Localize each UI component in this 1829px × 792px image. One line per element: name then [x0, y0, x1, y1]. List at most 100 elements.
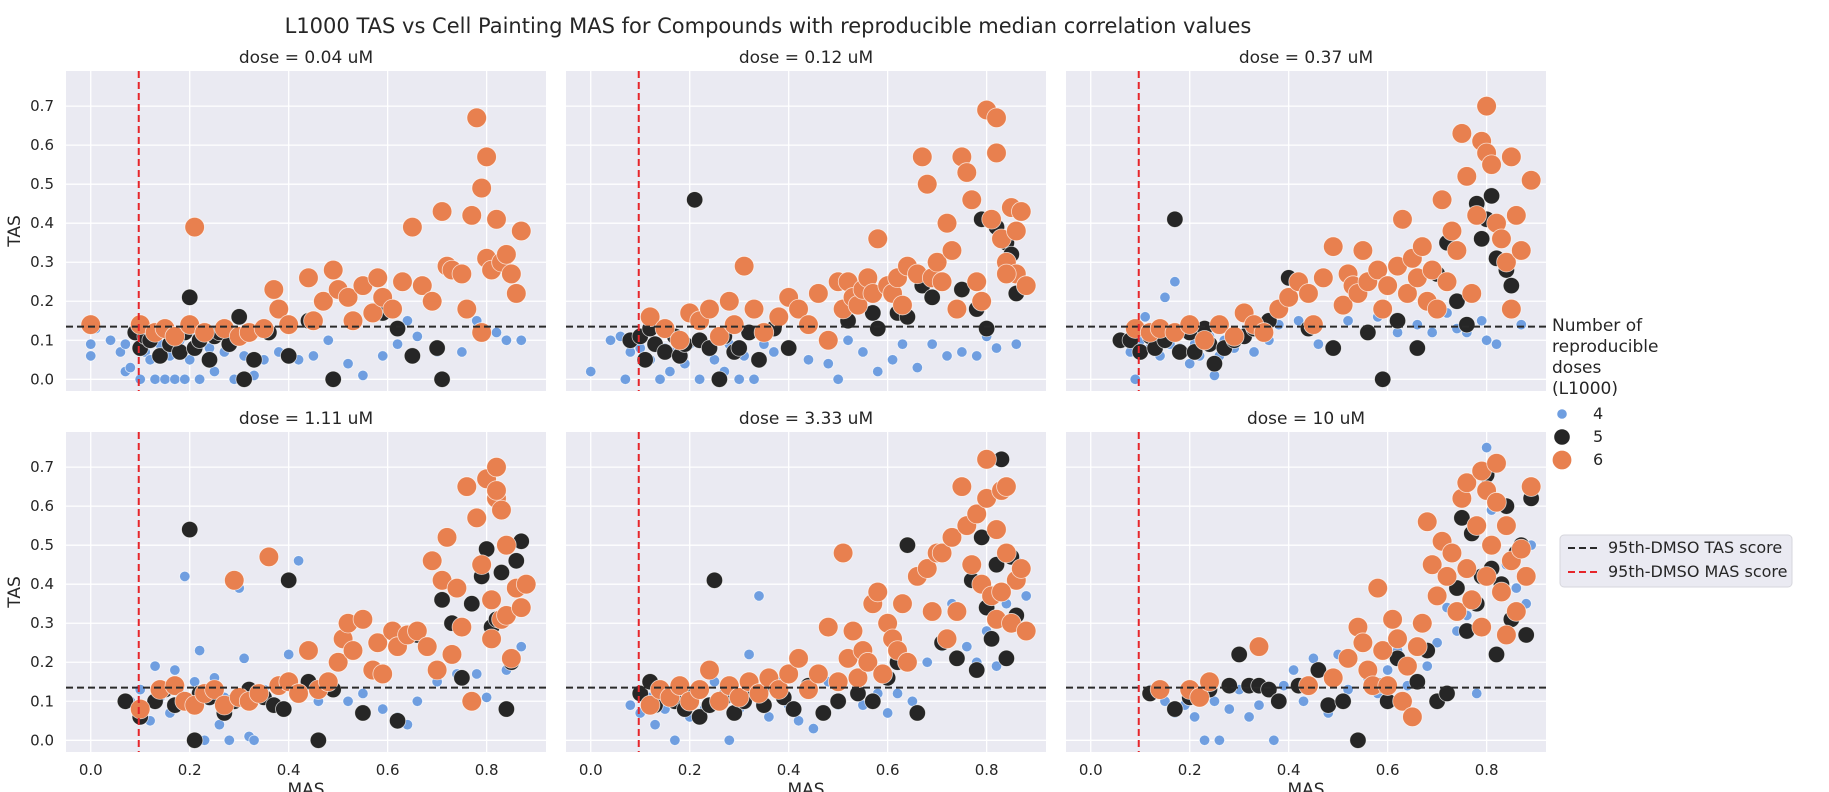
data-point-level-5: [1166, 700, 1184, 718]
points-layer: [624, 449, 1037, 746]
data-point-level-6: [1441, 542, 1463, 564]
data-point-level-6: [1298, 675, 1319, 696]
data-point-level-5: [1324, 339, 1342, 357]
data-point-level-4: [1139, 311, 1151, 323]
data-point-level-5: [497, 700, 516, 718]
data-point-level-6: [466, 507, 487, 529]
data-point-level-6: [956, 162, 978, 183]
data-point-level-6: [931, 271, 953, 292]
data-point-level-6: [917, 558, 938, 579]
data-point-level-6: [342, 640, 364, 661]
data-point-level-6: [1486, 453, 1507, 474]
data-point-level-4: [1169, 276, 1181, 288]
data-point-level-4: [377, 350, 389, 362]
data-point-level-6: [719, 291, 740, 312]
y-axis-label: TAS: [5, 576, 25, 609]
data-point-level-4: [515, 334, 527, 346]
data-point-level-4: [1515, 319, 1527, 331]
data-point-level-6: [501, 263, 522, 285]
data-point-level-5: [388, 319, 407, 338]
data-point-level-6: [481, 589, 502, 611]
data-point-level-6: [1511, 240, 1532, 261]
y-tick-label: 0.5: [30, 175, 54, 193]
data-point-level-5: [978, 319, 996, 338]
data-point-level-4: [802, 354, 815, 366]
data-point-level-6: [867, 228, 888, 250]
data-point-level-4: [1421, 660, 1433, 672]
data-point-level-6: [1179, 314, 1200, 335]
data-point-level-6: [1446, 240, 1468, 261]
data-point-level-6: [1372, 640, 1393, 661]
data-point-level-5: [151, 347, 169, 365]
data-point-level-6: [392, 271, 413, 292]
data-point-level-5: [433, 591, 451, 609]
data-point-level-6: [164, 326, 186, 347]
data-point-level-6: [733, 255, 755, 277]
data-point-level-5: [997, 649, 1016, 667]
data-point-level-6: [936, 212, 958, 234]
data-point-level-6: [867, 581, 888, 603]
data-point-level-5: [869, 319, 887, 338]
data-point-level-4: [307, 350, 320, 362]
data-point-level-6: [303, 310, 324, 331]
data-point-level-6: [1456, 472, 1478, 493]
data-point-level-6: [1471, 616, 1492, 638]
data-point-level-6: [709, 691, 730, 712]
legend-title-line: (L1000): [1552, 379, 1618, 399]
y-tick-label: 0.2: [30, 653, 54, 671]
data-point-level-5: [324, 370, 342, 388]
data-point-level-6: [709, 326, 730, 347]
data-point-level-6: [827, 671, 849, 692]
data-point-level-4: [85, 338, 97, 350]
data-point-level-6: [1248, 636, 1270, 657]
data-point-level-6: [798, 314, 819, 335]
data-point-level-6: [1402, 706, 1423, 728]
data-point-level-6: [1461, 589, 1482, 611]
x-tick-label: 0.6: [1376, 761, 1400, 779]
data-point-level-4: [194, 644, 206, 657]
data-point-level-4: [1213, 734, 1226, 746]
data-point-level-5: [710, 370, 729, 388]
y-tick-label: 0.0: [30, 731, 54, 749]
data-point-level-5: [1205, 355, 1224, 373]
data-point-level-5: [280, 571, 298, 589]
y-tick-label: 0.3: [30, 614, 54, 632]
data-point-level-4: [604, 334, 617, 346]
x-axis-label: MAS: [787, 780, 824, 792]
y-tick-label: 0.6: [30, 136, 54, 154]
data-point-level-5: [1374, 370, 1392, 388]
data-point-level-4: [1189, 711, 1201, 723]
data-point-level-4: [490, 326, 503, 339]
data-point-level-6: [1501, 146, 1522, 168]
data-point-level-4: [248, 734, 260, 746]
data-point-level-6: [1387, 628, 1408, 650]
legend-label-level: 6: [1593, 450, 1603, 469]
x-tick-label: 0.8: [1475, 761, 1499, 779]
data-point-level-4: [664, 365, 676, 378]
data-point-level-6: [337, 287, 359, 308]
data-point-level-5: [235, 370, 253, 388]
data-point-level-6: [451, 616, 473, 638]
data-point-level-6: [699, 298, 720, 320]
data-point-level-4: [891, 687, 904, 700]
data-point-level-6: [1436, 271, 1458, 292]
data-point-level-4: [971, 350, 983, 362]
data-point-level-4: [1223, 703, 1235, 715]
data-point-level-5: [686, 191, 704, 209]
data-point-level-4: [585, 365, 597, 378]
data-point-level-6: [1466, 515, 1487, 536]
data-point-level-6: [1011, 558, 1032, 579]
data-point-level-6: [491, 499, 512, 521]
data-point-level-4: [748, 373, 760, 385]
data-point-level-6: [917, 173, 938, 195]
data-point-level-5: [1171, 343, 1189, 361]
data-point-level-6: [1496, 624, 1517, 646]
x-tick-label: 0.8: [475, 761, 499, 779]
panel-title: dose = 0.37 uM: [1239, 48, 1373, 68]
data-point-level-6: [1397, 655, 1418, 677]
data-point-level-6: [1426, 585, 1448, 607]
data-point-level-5: [864, 304, 882, 322]
data-point-level-6: [1382, 609, 1403, 630]
data-point-level-4: [1248, 346, 1260, 358]
data-point-level-6: [421, 550, 443, 571]
